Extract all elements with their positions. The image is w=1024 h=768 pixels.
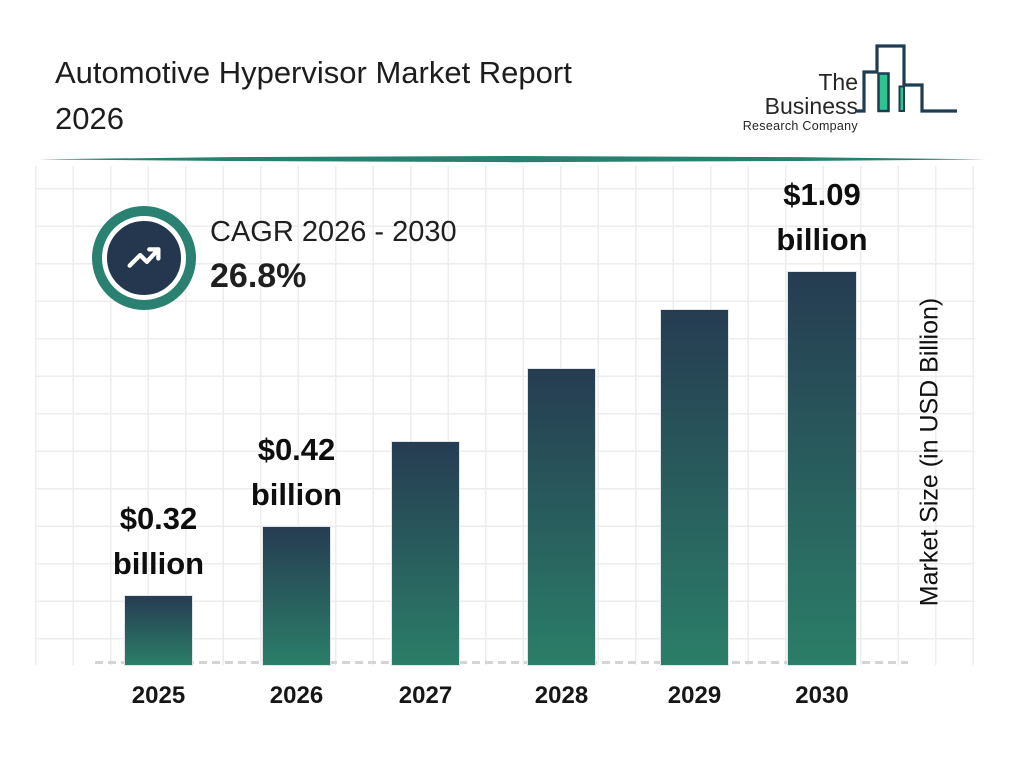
cagr-range-label: CAGR 2026 - 2030	[210, 216, 457, 248]
logo-name: The Business	[764, 69, 858, 119]
cagr-value: 26.8%	[210, 257, 307, 295]
x-axis-label-2029: 2029	[667, 682, 722, 709]
x-axis-label-2027: 2027	[398, 682, 453, 709]
bar-2026	[263, 527, 330, 665]
bar-value-unit: billion	[250, 477, 343, 512]
bar-value-amount: $1.09	[783, 177, 861, 212]
bar-value-unit: billion	[112, 546, 205, 581]
page-title: Automotive Hypervisor Market Report 2026	[55, 50, 572, 142]
cagr-badge-inner	[102, 216, 186, 300]
cagr-badge	[92, 206, 196, 310]
bar-2028	[528, 369, 595, 665]
bar-2030	[788, 272, 856, 665]
page-title-line1: Automotive Hypervisor Market Report	[55, 55, 572, 90]
x-axis-label-2026: 2026	[269, 682, 324, 709]
bar-value-unit: billion	[776, 222, 868, 257]
company-logo: The Business Research Company	[728, 30, 990, 133]
page-title-line2: 2026	[55, 101, 124, 136]
logo-bars-icon	[855, 44, 957, 113]
cagr-text-block: CAGR 2026 - 2030 26.8%	[210, 216, 457, 296]
x-axis-label-2028: 2028	[534, 682, 589, 709]
x-axis-label-2025: 2025	[131, 682, 186, 709]
x-axis-label-2030: 2030	[795, 682, 849, 709]
logo-subname: Research Company	[742, 119, 858, 133]
bar-value-label-2030: $1.09 billion	[722, 172, 922, 262]
chart-baseline	[95, 661, 908, 664]
bar-2029	[661, 310, 728, 665]
bar-value-amount: $0.32	[119, 501, 198, 536]
bar-value-amount: $0.42	[257, 432, 336, 467]
bar-value-label-2025: $0.32 billion	[59, 496, 259, 586]
bar-2025	[125, 596, 192, 665]
trend-up-icon	[127, 247, 161, 268]
y-axis-title: Market Size (in USD Billion)	[915, 297, 944, 607]
bar-value-label-2026: $0.42 billion	[197, 427, 397, 517]
company-logo-text: The Business Research Company	[728, 70, 858, 133]
divider-line	[38, 156, 986, 163]
bar-2027	[392, 442, 459, 665]
